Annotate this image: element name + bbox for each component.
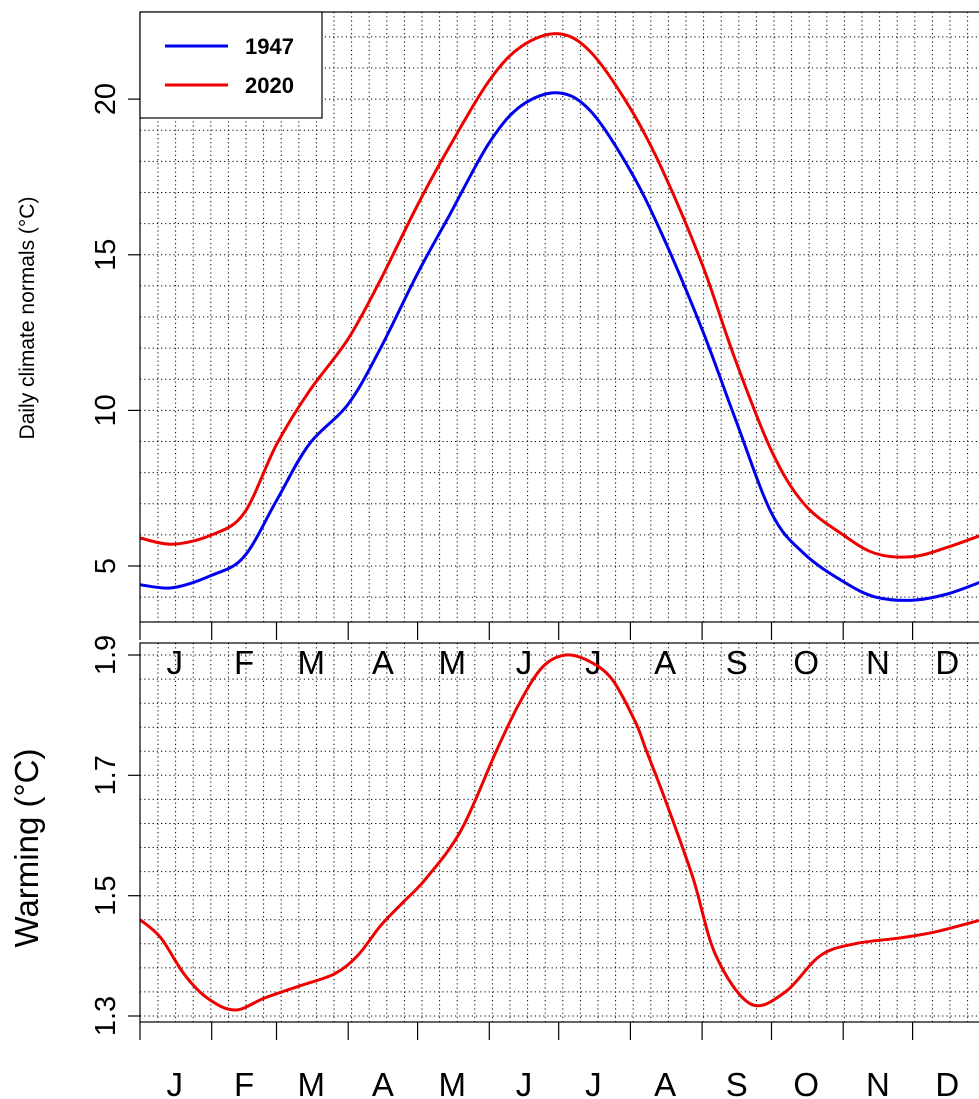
legend-box bbox=[139, 11, 323, 119]
y-tick-label: 5 bbox=[90, 558, 122, 574]
y-tick-label: 1.7 bbox=[90, 755, 122, 795]
normals-plot-frame bbox=[139, 11, 979, 623]
normals-y-axis: 5 10 15 20 bbox=[90, 83, 140, 574]
y-tick-label: 1.5 bbox=[90, 876, 122, 916]
series-line-series-0 bbox=[139, 653, 979, 1012]
warming-panel: 1.3 1.5 1.7 1.9 J F M A M J J A S O N D Warming (°C) bbox=[8, 635, 979, 1099]
series-line-2020 bbox=[139, 32, 979, 559]
x-tick-label-month: D bbox=[935, 1066, 959, 1099]
y-tick-label: 10 bbox=[90, 394, 122, 426]
x-tick-label-month: A bbox=[372, 1066, 394, 1099]
x-tick-label-month: J bbox=[166, 644, 183, 681]
legend-label-2020: 2020 bbox=[245, 73, 294, 98]
normals-y-axis-label: Daily climate normals (°C) bbox=[16, 197, 39, 440]
x-tick-label-month: A bbox=[654, 1066, 676, 1099]
x-tick-label-month: F bbox=[234, 644, 254, 681]
warming-series-lines bbox=[139, 653, 979, 1012]
x-tick-label-month: M bbox=[439, 1066, 467, 1099]
x-tick-label-month: D bbox=[935, 644, 959, 681]
warming-plot-frame bbox=[139, 642, 979, 1023]
normals-series-lines bbox=[139, 32, 979, 602]
warming-grid bbox=[140, 643, 979, 1022]
warming-y-axis-label: Warming (°C) bbox=[8, 749, 45, 948]
x-tick-label-month: F bbox=[234, 1066, 254, 1099]
x-tick-label-month: J bbox=[585, 1066, 602, 1099]
series-line-1947 bbox=[139, 91, 979, 602]
x-tick-label-month: A bbox=[654, 644, 676, 681]
x-tick-label-month: A bbox=[372, 644, 394, 681]
x-tick-label-month: N bbox=[866, 644, 890, 681]
x-tick-label-month: J bbox=[516, 644, 533, 681]
x-tick-label-month: J bbox=[516, 1066, 533, 1099]
x-tick-label-month: N bbox=[866, 1066, 890, 1099]
y-tick-label: 20 bbox=[90, 83, 122, 115]
y-tick-label: 15 bbox=[90, 239, 122, 271]
x-tick-label-month: O bbox=[793, 1066, 819, 1099]
x-tick-label-month: S bbox=[726, 1066, 748, 1099]
warming-y-axis: 1.3 1.5 1.7 1.9 bbox=[90, 635, 140, 1036]
y-tick-label: 1.3 bbox=[90, 996, 122, 1036]
normals-legend: 1947 2020 bbox=[139, 11, 323, 119]
x-tick-label-month: O bbox=[793, 644, 819, 681]
legend-label-1947: 1947 bbox=[245, 34, 294, 59]
x-tick-label-month: M bbox=[297, 644, 325, 681]
y-tick-label: 1.9 bbox=[90, 635, 122, 675]
x-tick-label-month: M bbox=[297, 1066, 325, 1099]
x-tick-label-month: M bbox=[439, 644, 467, 681]
x-tick-label-month: S bbox=[726, 644, 748, 681]
x-tick-label-month: J bbox=[166, 1066, 183, 1099]
